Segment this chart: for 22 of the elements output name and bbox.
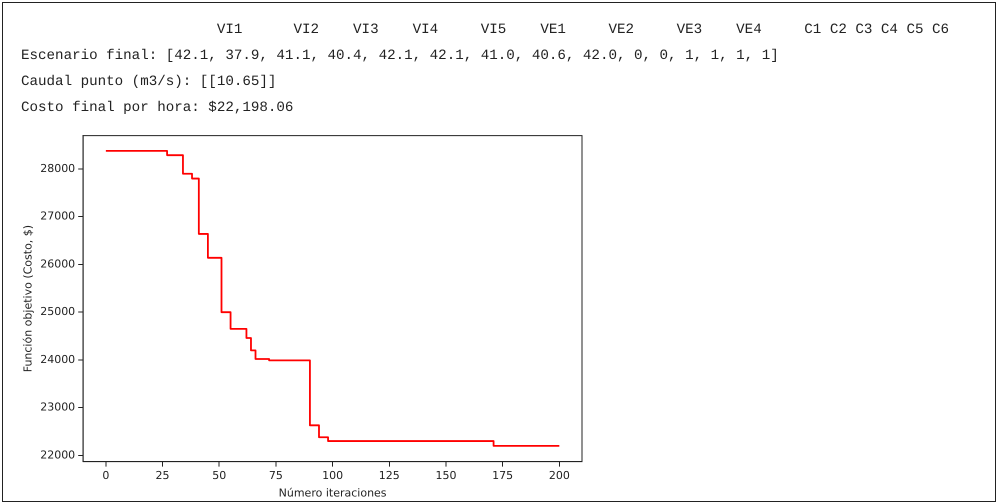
y-tick-label: 22000	[40, 448, 76, 462]
x-tick-label: 125	[378, 469, 400, 482]
y-tick-label: 26000	[40, 257, 76, 270]
text: Caudal punto (m3/s): [[10.65]]	[21, 73, 278, 92]
text: Costo final por hora: $22,198.06	[21, 99, 294, 118]
y-tick-label: 24000	[40, 352, 76, 366]
x-tick-label: 0	[102, 469, 110, 482]
y-axis-title: Función objetivo (Costo, $)	[21, 224, 34, 372]
x-axis-title: Número iteraciones	[278, 486, 387, 500]
y-tick-label: 25000	[40, 305, 76, 318]
x-tick-label: 150	[435, 469, 456, 482]
x-tick-label: 175	[492, 469, 514, 482]
y-tick-label: 28000	[40, 162, 76, 175]
x-tick-label: 200	[548, 469, 570, 482]
text: Escenario final: [42.1, 37.9, 41.1, 40.4, 42.1, 42.1, 41.0, 40.6, 42.0, 0, 0, 1, 1, 1, 1]	[21, 47, 780, 66]
x-tick-label: 75	[268, 469, 283, 482]
y-tick-label: 23000	[40, 400, 76, 414]
y-tick-label: 27000	[40, 210, 76, 223]
x-tick-label: 50	[212, 469, 226, 482]
x-tick-label: 25	[156, 469, 170, 482]
text: VI1 VI2 VI3 VI4 VI5 VE1 VE2 VE3 VE4 C1 C2 C3 C4 C5 C6	[216, 21, 950, 40]
x-tick-label: 100	[322, 469, 344, 482]
